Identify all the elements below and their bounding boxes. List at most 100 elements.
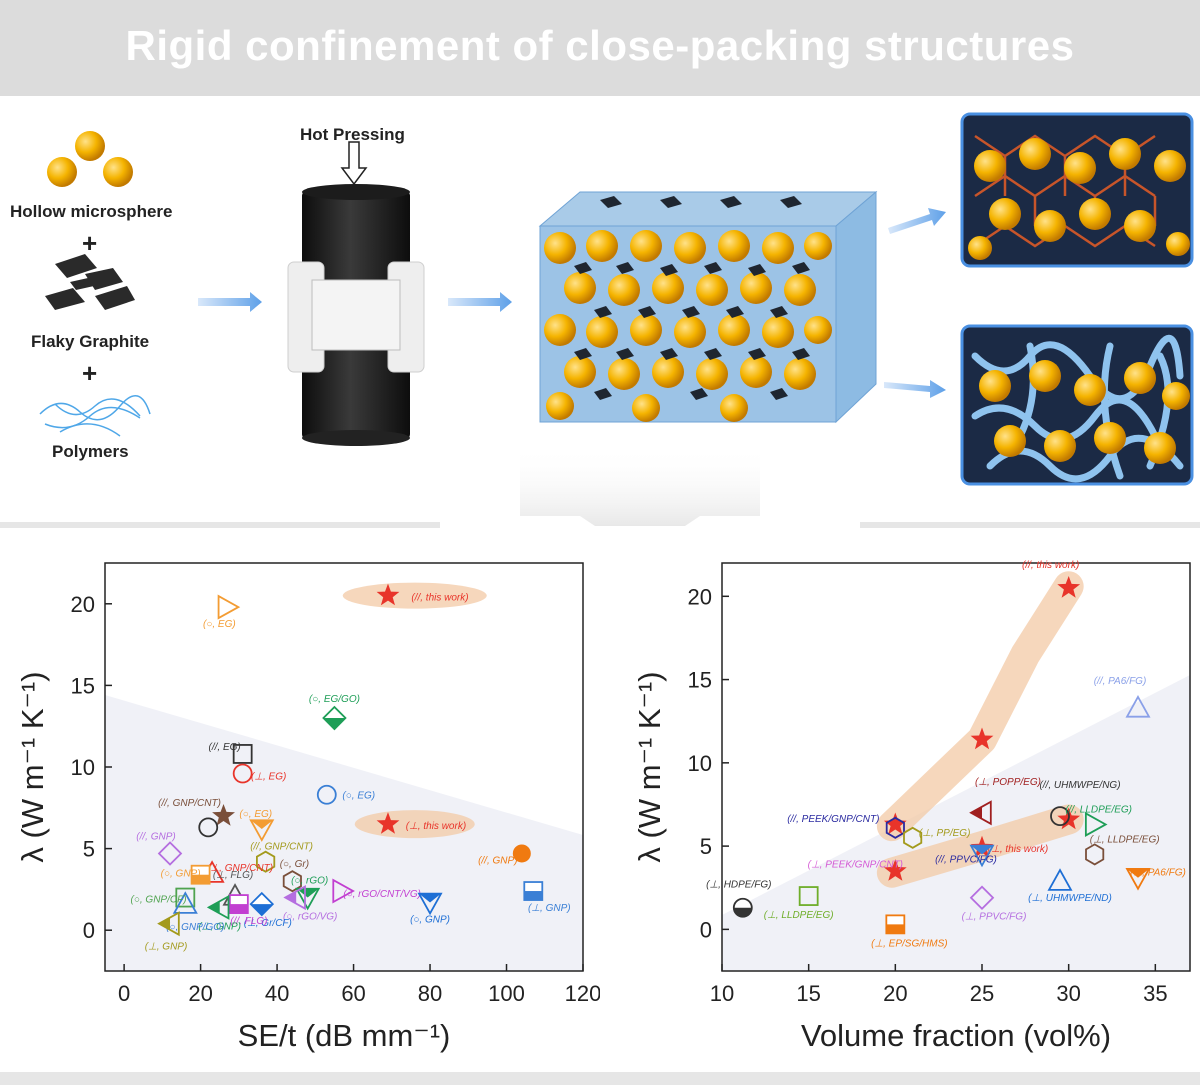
point-label: (⊥, POPP/EG)	[975, 777, 1041, 788]
data-point	[282, 870, 302, 893]
point-label: (//, GNP/CNT)	[158, 798, 221, 809]
y-tick-label: 15	[71, 673, 95, 698]
point-label: (⊥, LLDPE/EG)	[1090, 834, 1160, 845]
data-point	[885, 816, 905, 839]
point-label: (○, GNP/CF)	[131, 895, 187, 906]
polymer-icon	[39, 395, 151, 437]
point-label: (○, GNP)	[410, 914, 450, 925]
point-label: (⊥, GNP)	[198, 921, 241, 932]
hollow-microsphere-icon	[47, 131, 133, 187]
data-point	[316, 784, 337, 805]
data-point	[232, 763, 253, 784]
composite-cube-icon	[538, 190, 878, 424]
data-point	[1047, 868, 1073, 891]
data-point	[970, 727, 994, 750]
down-arrow-icon	[340, 141, 368, 186]
point-label: (//, EG)	[209, 742, 241, 753]
arrow-icon	[198, 292, 262, 312]
footer-bar	[0, 1072, 1200, 1085]
point-label: (⊥, LLDPE/EG)	[764, 910, 834, 921]
data-point	[232, 744, 253, 764]
data-point-fill	[208, 901, 220, 914]
data-point-fill	[296, 888, 319, 898]
point-label: (⊥, EP/SG/HMS)	[871, 938, 948, 949]
transition-arrow	[520, 446, 760, 526]
data-point	[1050, 806, 1070, 827]
point-label: (⊥, GNP/CNT)	[207, 863, 273, 874]
process-schematic	[39, 112, 1194, 526]
data-point-fill	[971, 845, 993, 855]
data-point-fill	[323, 718, 346, 730]
point-label: (○, EG)	[239, 809, 272, 820]
trend-shading	[722, 675, 1190, 971]
data-point	[512, 844, 531, 863]
point-label: (○, rGO)	[291, 876, 328, 887]
arrow-icon	[888, 208, 946, 234]
data-point	[175, 887, 196, 908]
x-tick-label: 10	[710, 981, 734, 1006]
y-tick-label: 0	[83, 918, 95, 943]
data-point-fill	[971, 806, 982, 819]
point-label: (//, PA6/FG)	[1094, 676, 1147, 687]
point-label: (○, EG/GO)	[309, 694, 360, 705]
section-divider	[0, 522, 440, 528]
x-axis-title: Volume fraction (vol%)	[801, 1018, 1111, 1053]
x-tick-label: 25	[970, 981, 994, 1006]
data-point	[172, 891, 198, 914]
x-tick-label: 80	[418, 981, 442, 1006]
point-label: (//, FLG)	[230, 916, 267, 927]
y-axis-title: λ (W m⁻¹ K⁻¹)	[632, 671, 667, 862]
point-label: (//, GNP/CNT)	[250, 842, 313, 853]
point-label: (⊥, PP/EG)	[919, 828, 971, 839]
point-label: (⊥, Gr/CF)	[244, 918, 292, 929]
data-point	[255, 850, 276, 873]
y-tick-label: 5	[83, 837, 95, 862]
y-tick-label: 5	[700, 834, 712, 859]
x-tick-label: 35	[1143, 981, 1167, 1006]
point-label: (○, GNP)	[161, 869, 201, 880]
data-point-fill	[191, 874, 210, 884]
ingredient-label-graphite: Flaky Graphite	[31, 332, 150, 351]
data-point	[1125, 695, 1151, 718]
point-label: (○, rGO/CNT/VG)	[343, 889, 421, 900]
point-label: (//, LLDPE/EG)	[1065, 804, 1132, 815]
data-point	[969, 885, 995, 910]
point-label: (⊥, HDPE/FG)	[706, 880, 771, 891]
point-label: (⊥, GNP)	[528, 903, 571, 914]
trend-shading	[105, 695, 583, 971]
point-label: (○, Gr)	[280, 859, 309, 870]
data-point	[157, 841, 183, 866]
y-tick-label: 20	[688, 584, 712, 609]
plot-frame	[721, 562, 1191, 972]
arrow-icon	[884, 380, 946, 398]
point-label: (⊥, this work)	[406, 821, 466, 832]
point-label: (⊥, this work)	[988, 844, 1048, 855]
data-point	[212, 804, 235, 826]
y-tick-label: 0	[700, 917, 712, 942]
data-point-fill	[1127, 868, 1149, 878]
data-point-fill	[524, 891, 543, 901]
plus-sign: +	[82, 358, 98, 388]
data-point-fill	[159, 917, 171, 930]
data-point	[1084, 811, 1108, 837]
data-point	[969, 844, 995, 868]
y-tick-label: 15	[688, 668, 712, 693]
data-point-fill	[419, 893, 442, 903]
y-axis-title: λ (W m⁻¹ K⁻¹)	[15, 671, 50, 862]
data-point	[1057, 576, 1081, 598]
x-axis-title: SE/t (dB mm⁻¹)	[238, 1018, 451, 1053]
point-label: (//, this work)	[411, 593, 468, 604]
ingredient-label-polymers: Polymers	[52, 442, 129, 461]
x-tick-label: 15	[796, 981, 820, 1006]
plus-sign: +	[82, 228, 98, 258]
point-label: (⊥, PEEK/GNP/CNT)	[808, 859, 903, 870]
point-label: (//, GNP)	[478, 855, 517, 866]
title-banner: Rigid confinement of close-packing struc…	[0, 0, 1200, 96]
point-label: (⊥, GNP)	[145, 942, 188, 953]
data-point	[903, 826, 923, 849]
y-tick-label: 10	[71, 755, 95, 780]
data-point	[157, 911, 180, 937]
hot-press-mold-icon	[287, 184, 425, 446]
point-label: (○, EG)	[203, 619, 236, 630]
data-point	[883, 812, 907, 835]
